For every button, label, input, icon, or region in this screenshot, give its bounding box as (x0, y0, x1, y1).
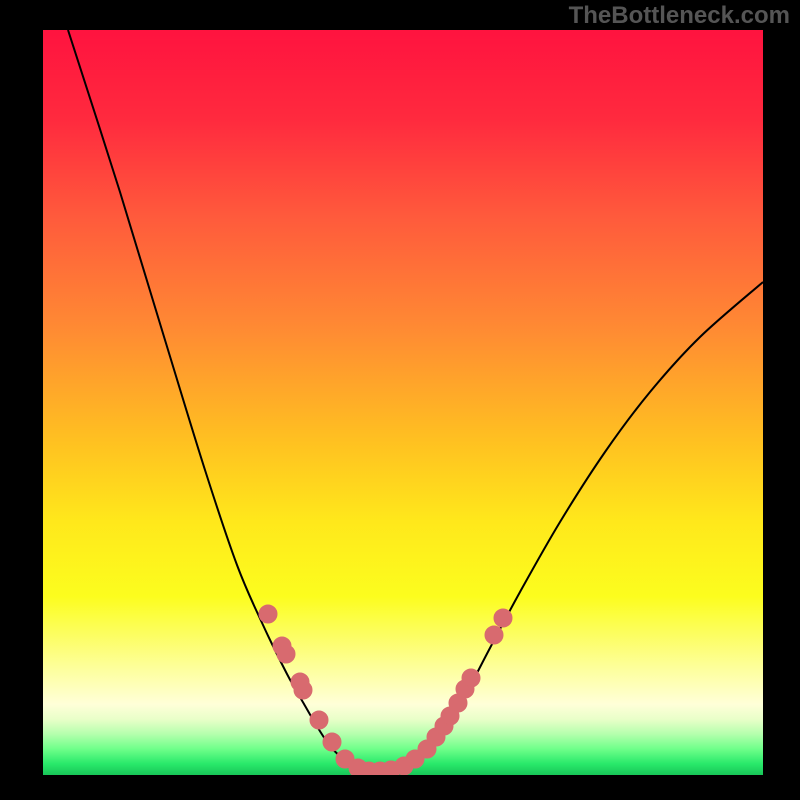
chart-canvas (0, 0, 800, 800)
data-marker (462, 669, 480, 687)
data-marker (485, 626, 503, 644)
data-marker (277, 645, 295, 663)
plot-background (43, 30, 763, 775)
watermark-text: TheBottleneck.com (569, 2, 790, 30)
data-marker (294, 681, 312, 699)
data-marker (310, 711, 328, 729)
data-marker (494, 609, 512, 627)
data-marker (259, 605, 277, 623)
data-marker (323, 733, 341, 751)
